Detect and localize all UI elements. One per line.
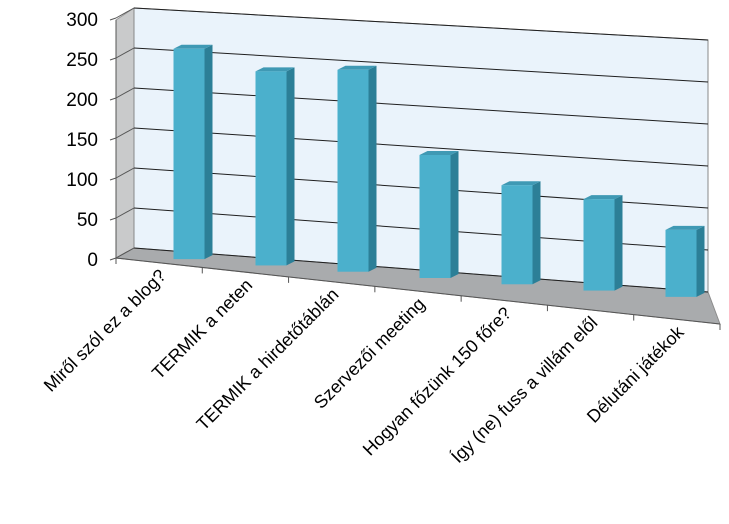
gridline: [133, 127, 709, 167]
bar-top: [583, 195, 623, 200]
bar-front: [419, 155, 451, 278]
bar-side: [204, 44, 213, 260]
bar-side: [696, 225, 705, 297]
y-tick-mark: [109, 17, 117, 21]
y-tick-mark: [109, 257, 117, 261]
gridline: [133, 87, 709, 125]
y-tick-label: 50: [77, 210, 98, 231]
side-gridline: [115, 87, 135, 99]
bar-side: [532, 181, 541, 285]
bar-top: [337, 65, 377, 70]
y-tick-mark: [109, 217, 117, 221]
side-gridline: [115, 167, 135, 179]
x-axis-line: [115, 257, 721, 325]
gridline: [133, 7, 709, 41]
bar-side: [368, 65, 377, 272]
bar-front: [173, 48, 205, 260]
bar: [173, 44, 213, 260]
bar: [337, 65, 377, 272]
bar-top: [419, 151, 459, 155]
side-gridline: [115, 207, 135, 219]
bar: [583, 195, 623, 291]
bars: [173, 44, 705, 297]
side-gridline: [115, 127, 135, 139]
y-tick-label: 300: [66, 10, 98, 31]
bar-front: [255, 71, 287, 266]
side-gridline: [115, 47, 135, 59]
y-tick-mark: [109, 177, 117, 181]
side-gridline: [115, 247, 135, 259]
y-tick-mark: [109, 137, 117, 141]
bar-top: [255, 67, 295, 72]
bar-side: [450, 151, 459, 278]
bar-front: [665, 229, 697, 297]
y-tick-label: 0: [87, 250, 98, 271]
bar: [665, 225, 705, 297]
y-tick-label: 100: [66, 170, 98, 191]
y-tick-mark: [109, 97, 117, 101]
bar-front: [583, 199, 615, 291]
bar-front: [337, 69, 369, 272]
side-gridline: [115, 7, 135, 19]
y-tick-label: 250: [66, 50, 98, 71]
bar: [419, 151, 459, 278]
bar: [501, 181, 541, 285]
bar-front: [501, 185, 533, 285]
gridline: [133, 47, 709, 83]
y-tick-label: 200: [66, 90, 98, 111]
bar-top: [665, 225, 705, 230]
bar-side: [614, 195, 623, 291]
y-tick-label: 150: [66, 130, 98, 151]
bar-side: [286, 67, 295, 266]
x-tick-label: Miről szól ez a blog?: [40, 265, 170, 395]
x-tick-label: Délutáni játékok: [583, 321, 688, 426]
y-axis: 0 50 100 150 200 250 300: [66, 10, 117, 271]
bar-top: [173, 44, 213, 49]
bar: [255, 67, 295, 266]
y-tick-mark: [109, 57, 117, 61]
x-tick-label: TERMIK a neten: [148, 275, 256, 383]
bar-top: [501, 181, 541, 186]
